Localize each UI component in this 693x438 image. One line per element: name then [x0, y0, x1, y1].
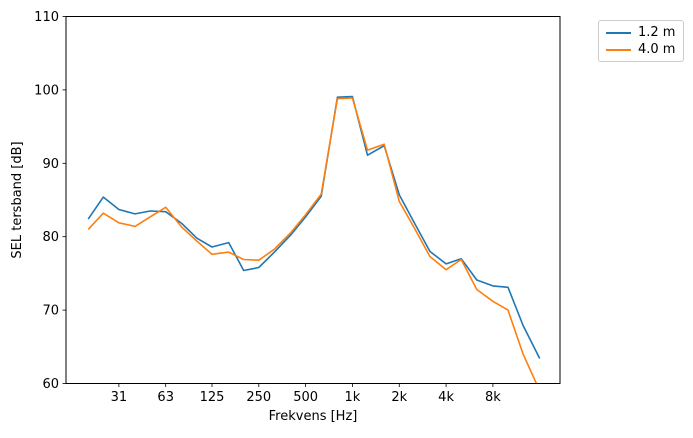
legend-line-swatch-blue: [606, 31, 631, 34]
x-tick-label: 63: [157, 390, 174, 405]
series-line-blue: [87, 95, 541, 359]
legend-label-series-2: 4.0 m: [638, 42, 676, 57]
x-tick-label: 4k: [438, 390, 454, 405]
y-tick-label: 90: [42, 157, 59, 172]
x-tick-label: 2k: [391, 390, 407, 405]
x-tick-label: 500: [293, 390, 318, 405]
data-series-lines: [87, 95, 541, 384]
y-tick-label: 100: [34, 83, 59, 98]
axis-ticks: [62, 16, 494, 387]
x-tick-label: 1k: [345, 390, 361, 405]
legend-label-series-1: 1.2 m: [638, 25, 676, 40]
y-tick-label: 60: [42, 377, 59, 392]
legend-line-swatch-orange: [606, 48, 631, 51]
y-tick-label: 80: [42, 230, 59, 245]
axes-spines: [65, 16, 561, 384]
legend: 1.2 m 4.0 m: [598, 20, 684, 62]
x-tick-label: 31: [111, 390, 128, 405]
legend-item-series-1: 1.2 m: [606, 26, 676, 39]
y-tick-label: 110: [34, 10, 59, 25]
x-tick-label: 125: [200, 390, 225, 405]
y-axis-label: SEL tersband [dB]: [10, 141, 25, 258]
legend-item-series-2: 4.0 m: [606, 43, 676, 56]
x-tick-label: 250: [246, 390, 271, 405]
series-line-orange: [87, 97, 538, 384]
axis-tick-labels: 31 63 125 250 500 1k 2k 4k 8k 60 70 80 90 100 110: [34, 10, 501, 405]
x-tick-label: 8k: [485, 390, 501, 405]
plot-border: [65, 16, 561, 384]
y-tick-label: 70: [42, 304, 59, 319]
x-axis-label: Frekvens [Hz]: [269, 409, 358, 424]
